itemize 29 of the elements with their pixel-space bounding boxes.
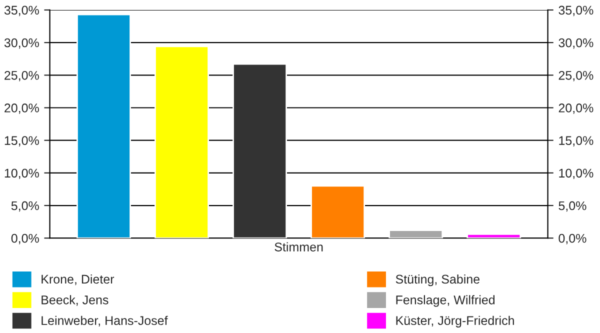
bar [310,185,366,238]
y-tick-label: 5,0% [11,201,39,212]
text: 25,0% [558,70,594,82]
y-tick-label: 15,0% [4,136,39,146]
legend-label: Beeck, Jens [42,295,108,306]
bar [466,233,522,238]
text: 15,0% [559,136,594,146]
y-tick-label: 10,0% [4,168,39,180]
bar [76,14,131,238]
x-tick-label: Stimmen [274,242,323,252]
bar [154,46,209,238]
y-tick-label: 35,0% [4,6,39,16]
text: 30,0% [558,38,594,49]
bar [232,63,288,238]
text: 10,0% [559,168,594,180]
legend-label: Fenslage, Wilfried [396,295,495,307]
legend-label: Küster, Jörg-Friedrich [396,316,514,328]
bar [388,230,444,238]
legend-label: Krone, Dieter [42,274,114,286]
y-tick-label: 25,0% [4,70,39,82]
text: 20,0% [558,104,594,114]
text: 5,0% [558,201,586,212]
y-tick-label: 0,0% [11,234,39,244]
y-tick-label: 20,0% [4,104,39,114]
legend-label: Stüting, Sabine [396,274,480,286]
legend-label: Leinweber, Hans-Josef [42,316,168,327]
text: 0,0% [558,234,586,244]
y-tick-label: 30,0% [4,38,39,49]
text: 35,0% [558,6,594,16]
